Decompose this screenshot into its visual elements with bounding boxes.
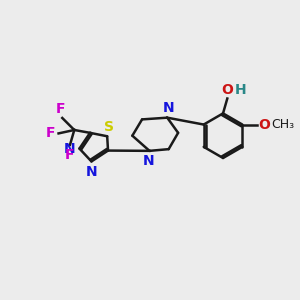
Text: N: N [142, 154, 154, 168]
Text: O: O [258, 118, 270, 131]
Text: F: F [65, 148, 75, 162]
Text: F: F [46, 126, 56, 140]
Text: F: F [56, 102, 66, 116]
Text: N: N [85, 165, 97, 179]
Text: CH₃: CH₃ [272, 118, 295, 131]
Text: S: S [104, 120, 115, 134]
Text: N: N [64, 142, 75, 156]
Text: H: H [235, 83, 247, 97]
Text: O: O [221, 83, 233, 97]
Text: N: N [163, 101, 175, 115]
